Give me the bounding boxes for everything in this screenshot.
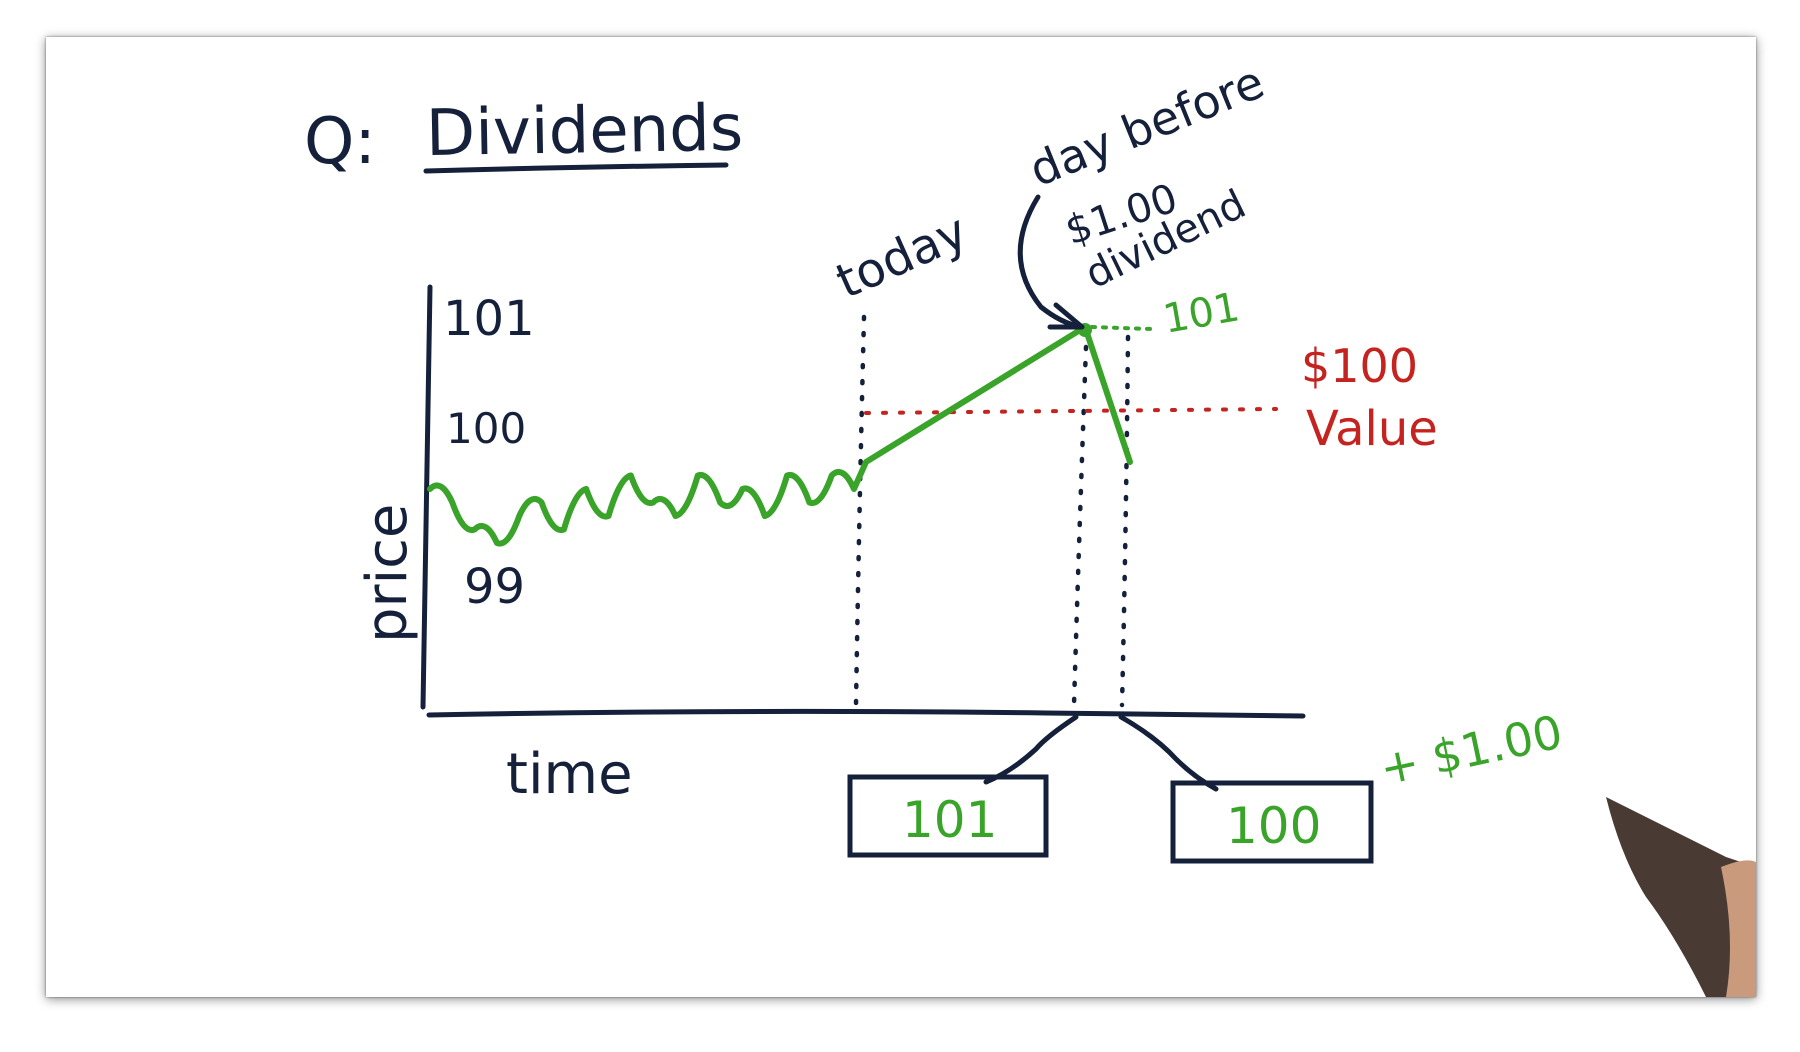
day-before-label: day before <box>1022 54 1272 197</box>
title-prefix: Q: <box>304 105 376 179</box>
connector-left <box>983 714 1079 785</box>
value-word-label: Value <box>1306 401 1438 457</box>
connector-right <box>1118 714 1219 792</box>
presenter-hand-skin <box>1721 860 1756 997</box>
value-reference-line <box>864 407 1278 415</box>
dividend-diagram: Q: Dividends price time 101 100 99 today… <box>304 54 1756 997</box>
box-day-before: 101 <box>847 774 1049 858</box>
y-axis-label: price <box>355 504 420 643</box>
x-axis-label: time <box>506 742 633 807</box>
dividend-arrowhead <box>1047 302 1085 330</box>
after-price-dotted <box>1090 325 1154 331</box>
dividend-arrow <box>1017 194 1084 330</box>
y-tick-label: 100 <box>446 404 526 453</box>
price-line <box>427 324 1133 547</box>
title-underline <box>423 162 729 174</box>
today-marker-line <box>853 314 867 708</box>
plus-dividend-label: + $1.00 <box>1375 705 1567 796</box>
presenter-hand <box>1606 797 1756 997</box>
after-price-label: 101 <box>1160 284 1243 343</box>
value-amount-label: $100 <box>1301 339 1418 393</box>
y-tick-label: 101 <box>443 291 535 347</box>
y-tick-label: 99 <box>464 559 525 615</box>
y-axis <box>420 284 433 710</box>
box-dividend-day: 100 <box>1170 780 1374 864</box>
day-before-marker-line <box>1071 344 1089 708</box>
box-dividend-day-value: 100 <box>1226 797 1321 855</box>
today-label: today <box>828 203 975 310</box>
slide-frame: Q: Dividends price time 101 100 99 today… <box>46 37 1756 997</box>
box-day-before-value: 101 <box>902 791 997 849</box>
dividend-day-marker-line <box>1119 334 1131 708</box>
title-text: Dividends <box>425 92 743 172</box>
x-axis <box>426 708 1306 719</box>
